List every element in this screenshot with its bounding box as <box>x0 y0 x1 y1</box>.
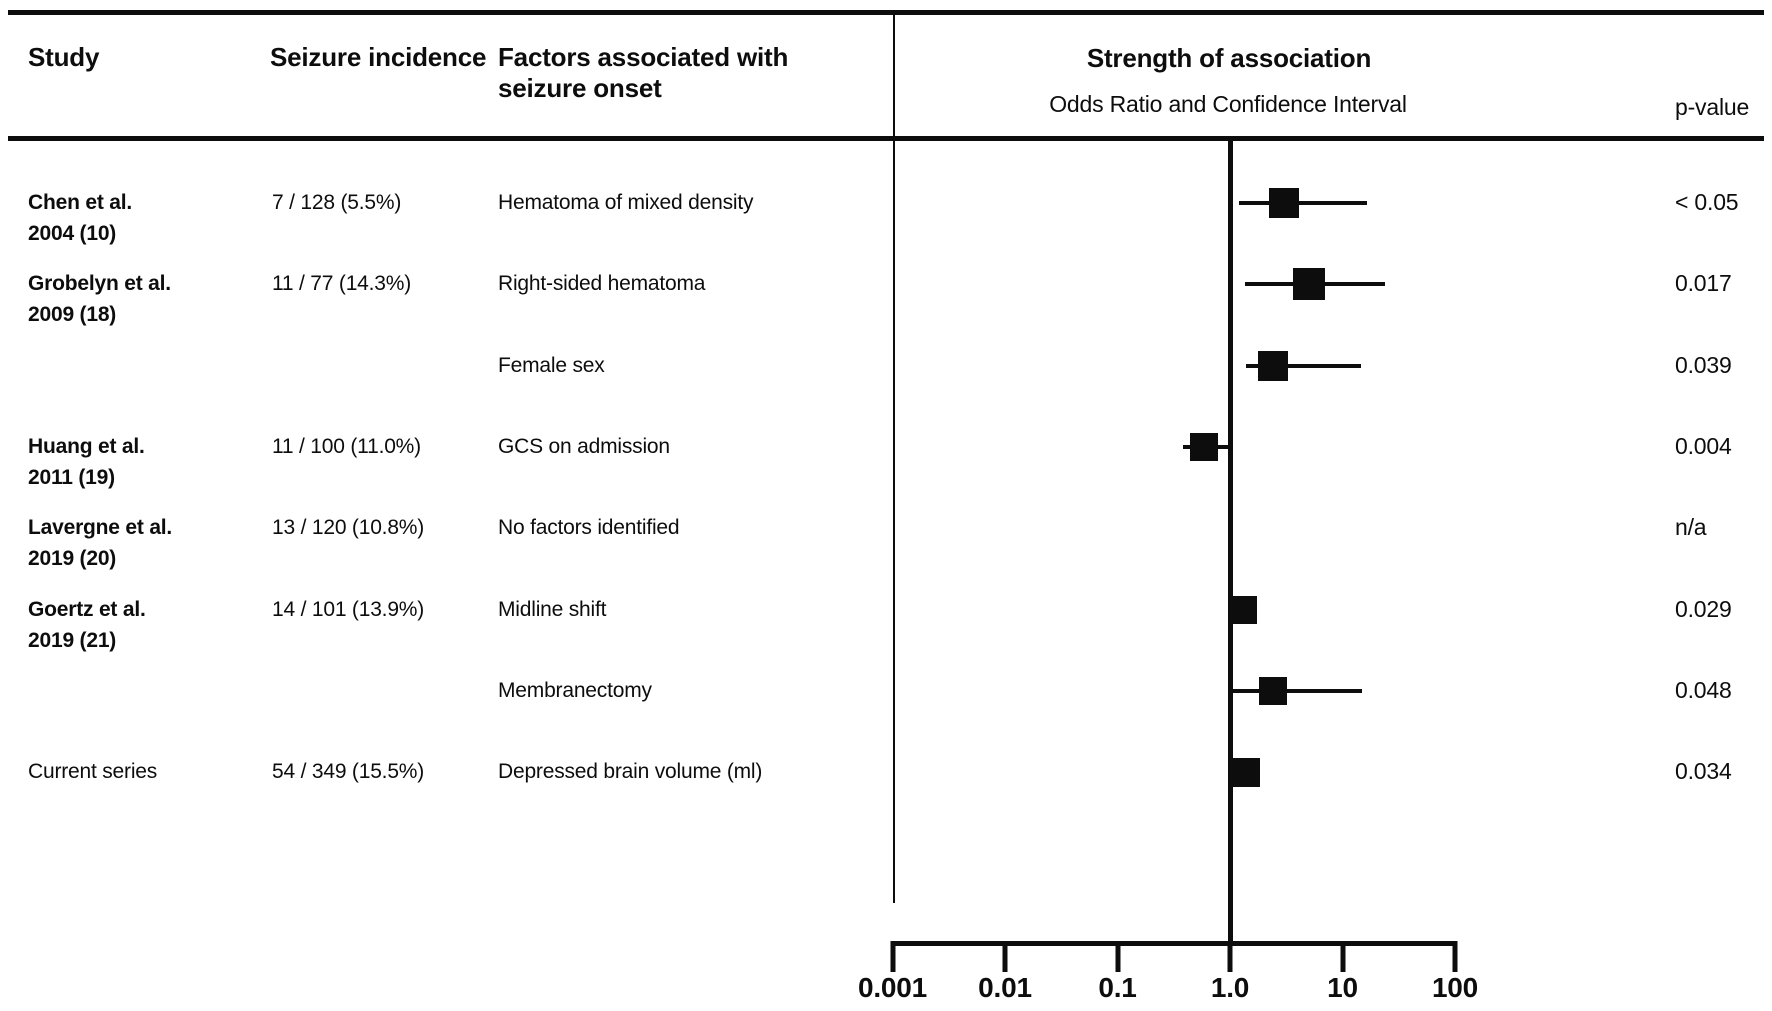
or-marker <box>1258 676 1287 705</box>
incidence-value: 54 / 349 (15.5%) <box>272 760 425 784</box>
study-label-line2: 2019 (20) <box>28 547 117 571</box>
factor-label: Midline shift <box>498 597 607 621</box>
top-rule <box>8 10 1764 15</box>
x-axis-tick-label: 1.0 <box>1210 972 1250 1003</box>
incidence-value: 7 / 128 (5.5%) <box>272 191 402 214</box>
factor-label: Female sex <box>498 353 605 377</box>
x-axis-tick-label: 0.1 <box>1098 972 1137 1003</box>
incidence-value: 13 / 120 (10.8%) <box>272 516 425 540</box>
p-value: 0.017 <box>1675 270 1732 297</box>
factor-label: Membranectomy <box>498 678 652 702</box>
factor-label: Hematoma of mixed density <box>498 191 754 214</box>
x-axis-tick <box>1227 941 1233 972</box>
ci-line <box>1238 201 1367 205</box>
incidence-value: 14 / 101 (13.9%) <box>272 597 425 621</box>
incidence-value: 11 / 100 (11.0%) <box>272 434 421 458</box>
study-label-line1: Huang et al. <box>28 434 145 458</box>
p-value: 0.039 <box>1675 351 1732 378</box>
ci-line <box>1246 363 1361 368</box>
study-label: Huang et al. 2011 (19) <box>28 431 145 493</box>
column-header-study: Study <box>28 42 100 72</box>
study-label-line1: Goertz et al. <box>28 597 146 621</box>
study-label: Current series <box>28 756 157 787</box>
study-label-line2: 2011 (19) <box>28 465 115 489</box>
x-axis-tick <box>1340 941 1345 972</box>
ci-line <box>1230 688 1363 693</box>
column-header-seizure-incidence: Seizure incidence <box>270 42 487 72</box>
p-value: 0.029 <box>1675 595 1732 622</box>
column-header-strength: Strength of association <box>1086 43 1372 73</box>
factor-label: No factors identified <box>498 516 680 540</box>
or-marker <box>1292 268 1325 301</box>
study-label: Lavergne et al. 2019 (20) <box>28 512 172 574</box>
factor-label: GCS on admission <box>498 434 670 458</box>
x-axis-tick-label: 10 <box>1327 972 1358 1003</box>
column-header-factors-line1: Factors associated with <box>498 42 789 72</box>
x-axis-tick-label: 100 <box>1431 972 1479 1003</box>
factor-label: Depressed brain volume (ml) <box>498 760 763 784</box>
x-axis-tick-label: 0.01 <box>978 972 1032 1003</box>
x-axis-tick <box>1452 941 1458 972</box>
study-label-line2: 2019 (21) <box>28 628 117 652</box>
or-marker <box>1268 188 1299 218</box>
p-value: 0.004 <box>1675 432 1732 459</box>
study-label: Chen et al. 2004 (10) <box>28 187 132 249</box>
reference-line-or-1 <box>1228 141 1233 945</box>
x-axis-tick <box>890 941 895 972</box>
study-label-line2: 2009 (18) <box>28 303 117 327</box>
column-header-factors: Factors associated with seizure onset <box>498 42 788 104</box>
table-plot-divider <box>893 15 895 903</box>
study-label-line1: Chen et al. <box>28 191 132 214</box>
x-axis-line <box>891 941 1457 946</box>
or-marker <box>1229 595 1258 624</box>
or-marker <box>1230 757 1260 787</box>
study-label-line1: Current series <box>28 760 158 784</box>
or-marker <box>1257 350 1288 381</box>
study-label: Goertz et al. 2019 (21) <box>28 594 146 656</box>
p-value: < 0.05 <box>1675 189 1739 215</box>
or-marker <box>1190 432 1219 461</box>
column-header-factors-line2: seizure onset <box>498 73 662 103</box>
p-value: 0.048 <box>1675 676 1732 703</box>
factor-label: Right-sided hematoma <box>498 272 706 296</box>
incidence-value: 11 / 77 (14.3%) <box>272 272 412 296</box>
p-value: n/a <box>1675 514 1707 541</box>
study-label-line1: Lavergne et al. <box>28 516 173 540</box>
x-axis-tick-label: 0.001 <box>857 972 928 1003</box>
study-label-line1: Grobelyn et al. <box>28 272 171 296</box>
x-axis-tick <box>1115 941 1120 972</box>
study-label-line2: 2004 (10) <box>28 222 117 245</box>
x-axis-tick <box>1002 941 1008 972</box>
column-header-p-value: p-value <box>1675 94 1750 120</box>
column-header-odds-ratio-ci: Odds Ratio and Confidence Interval <box>1049 91 1407 117</box>
header-rule <box>8 136 1764 141</box>
study-label: Grobelyn et al. 2009 (18) <box>28 268 171 330</box>
p-value: 0.034 <box>1675 758 1732 785</box>
